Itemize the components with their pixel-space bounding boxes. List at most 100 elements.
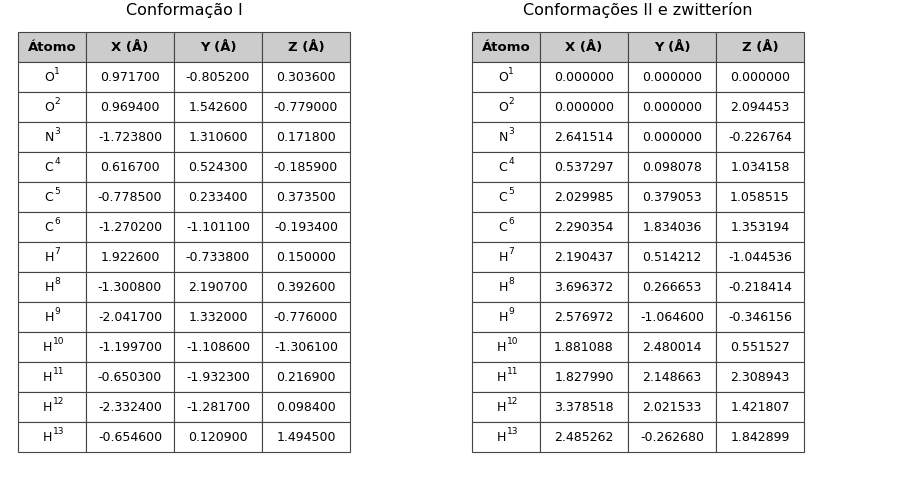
Bar — [628, 242, 716, 272]
Text: 6: 6 — [54, 216, 60, 225]
Bar — [262, 32, 350, 62]
Bar — [540, 62, 628, 92]
Bar — [628, 92, 716, 122]
Text: 0.000000: 0.000000 — [642, 130, 702, 143]
Bar — [86, 122, 174, 152]
Text: -1.044536: -1.044536 — [728, 250, 792, 263]
Bar — [174, 32, 262, 62]
Bar — [174, 422, 262, 452]
Text: -0.654600: -0.654600 — [98, 430, 162, 444]
Text: -1.108600: -1.108600 — [186, 340, 250, 354]
Bar — [472, 422, 540, 452]
Text: 0.551527: 0.551527 — [730, 340, 790, 354]
Text: 4: 4 — [54, 157, 60, 165]
Text: H: H — [496, 401, 505, 413]
Bar — [540, 242, 628, 272]
Bar — [628, 122, 716, 152]
Bar — [262, 242, 350, 272]
Bar — [86, 272, 174, 302]
Text: 4: 4 — [508, 157, 514, 165]
Text: 1.842899: 1.842899 — [730, 430, 789, 444]
Text: 2.576972: 2.576972 — [554, 311, 614, 324]
Bar — [18, 422, 86, 452]
Bar — [174, 182, 262, 212]
Bar — [716, 62, 804, 92]
Text: 1.881088: 1.881088 — [554, 340, 614, 354]
Text: 0.392600: 0.392600 — [277, 281, 336, 293]
Text: -1.199700: -1.199700 — [98, 340, 162, 354]
Bar — [628, 362, 716, 392]
Text: N: N — [498, 130, 508, 143]
Bar — [472, 32, 540, 62]
Text: 7: 7 — [54, 247, 60, 255]
Text: O: O — [498, 71, 508, 83]
Text: H: H — [44, 311, 53, 324]
Text: 1.310600: 1.310600 — [188, 130, 248, 143]
Text: H: H — [44, 281, 53, 293]
Bar — [262, 302, 350, 332]
Text: 2.485262: 2.485262 — [554, 430, 614, 444]
Text: 9: 9 — [508, 306, 514, 316]
Text: 0.971700: 0.971700 — [100, 71, 160, 83]
Bar — [18, 302, 86, 332]
Bar — [18, 242, 86, 272]
Text: 7: 7 — [508, 247, 514, 255]
Bar — [86, 242, 174, 272]
Bar — [628, 62, 716, 92]
Text: H: H — [498, 311, 508, 324]
Text: -0.226764: -0.226764 — [728, 130, 792, 143]
Bar — [628, 32, 716, 62]
Bar — [628, 392, 716, 422]
Text: C: C — [499, 161, 507, 173]
Text: C: C — [44, 220, 53, 234]
Bar — [86, 92, 174, 122]
Bar — [262, 422, 350, 452]
Text: 3: 3 — [54, 126, 60, 135]
Text: 2.290354: 2.290354 — [554, 220, 614, 234]
Bar — [540, 362, 628, 392]
Text: H: H — [42, 340, 52, 354]
Bar — [540, 272, 628, 302]
Bar — [262, 392, 350, 422]
Text: 1.834036: 1.834036 — [643, 220, 702, 234]
Bar — [262, 332, 350, 362]
Text: 1.922600: 1.922600 — [100, 250, 160, 263]
Text: -1.932300: -1.932300 — [186, 370, 250, 383]
Text: 2.021533: 2.021533 — [643, 401, 702, 413]
Text: 2.641514: 2.641514 — [554, 130, 614, 143]
Text: 2.094453: 2.094453 — [730, 100, 789, 114]
Text: 12: 12 — [507, 397, 519, 406]
Text: Átomo: Átomo — [481, 41, 530, 53]
Text: 0.216900: 0.216900 — [277, 370, 336, 383]
Text: 0.233400: 0.233400 — [188, 191, 248, 204]
Bar — [472, 62, 540, 92]
Bar — [174, 242, 262, 272]
Text: -1.306100: -1.306100 — [274, 340, 338, 354]
Bar — [540, 392, 628, 422]
Bar — [262, 272, 350, 302]
Text: 1: 1 — [54, 67, 60, 76]
Text: 2: 2 — [54, 96, 60, 106]
Bar — [540, 32, 628, 62]
Text: 2.480014: 2.480014 — [643, 340, 702, 354]
Bar — [716, 212, 804, 242]
Text: 0.000000: 0.000000 — [642, 100, 702, 114]
Bar — [628, 152, 716, 182]
Bar — [716, 182, 804, 212]
Bar — [540, 92, 628, 122]
Text: O: O — [498, 100, 508, 114]
Text: 8: 8 — [508, 277, 514, 286]
Text: -2.332400: -2.332400 — [98, 401, 162, 413]
Text: 1.827990: 1.827990 — [554, 370, 614, 383]
Bar — [262, 362, 350, 392]
Text: 3.378518: 3.378518 — [554, 401, 614, 413]
Bar — [86, 332, 174, 362]
Bar — [540, 332, 628, 362]
Bar — [174, 392, 262, 422]
Bar — [18, 122, 86, 152]
Bar — [540, 212, 628, 242]
Bar — [628, 212, 716, 242]
Text: O: O — [44, 100, 54, 114]
Text: 0.000000: 0.000000 — [554, 71, 614, 83]
Text: X (Å): X (Å) — [565, 41, 603, 53]
